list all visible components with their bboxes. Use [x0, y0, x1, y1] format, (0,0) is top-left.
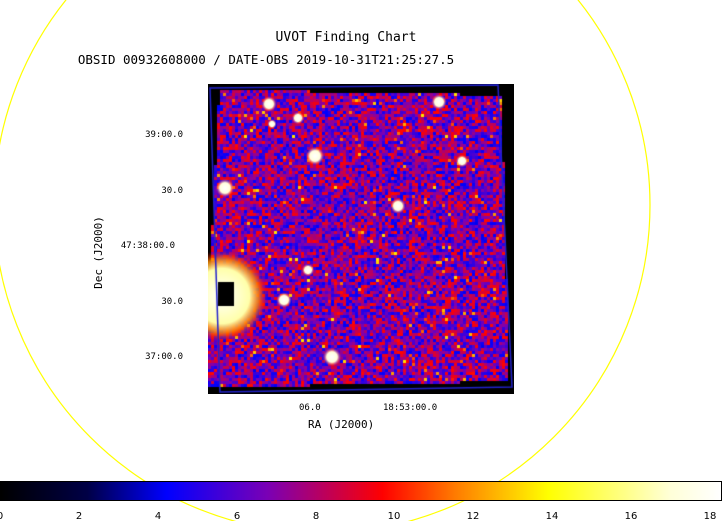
chart-title: UVOT Finding Chart — [275, 30, 417, 45]
dec-tick-2: 30.0 — [161, 186, 183, 196]
field-of-view-circle — [0, 0, 651, 521]
colorbar-tick-2: 2 — [75, 511, 83, 522]
colorbar — [0, 481, 722, 501]
dec-tick-3: 47:38:00.0 — [120, 241, 175, 251]
dec-axis-label: Dec (J2000) — [91, 216, 105, 289]
colorbar-tick-6: 6 — [233, 511, 241, 522]
colorbar-tick-12: 12 — [466, 511, 480, 522]
colorbar-tick-14: 14 — [545, 511, 559, 522]
colorbar-tick-10: 10 — [387, 511, 401, 522]
chart-subtitle: OBSID 00932608000 / DATE-OBS 2019-10-31T… — [77, 52, 455, 67]
dec-tick-1: 39:00.0 — [145, 130, 183, 140]
colorbar-tick-16: 16 — [624, 511, 638, 522]
ra-tick-2: 18:53:00.0 — [383, 403, 438, 413]
ra-tick-1: 06.0 — [299, 403, 321, 413]
ra-axis-label: RA (J2000) — [308, 418, 375, 431]
dec-tick-5: 37:00.0 — [145, 352, 183, 362]
colorbar-tick-0: 0 — [0, 511, 3, 522]
sky-image-canvas — [208, 84, 514, 394]
colorbar-tick-18: 18 — [703, 511, 717, 522]
colorbar-tick-8: 8 — [312, 511, 320, 522]
dec-tick-4: 30.0 — [161, 297, 183, 307]
colorbar-tick-4: 4 — [154, 511, 162, 522]
sky-image[interactable] — [208, 84, 514, 394]
